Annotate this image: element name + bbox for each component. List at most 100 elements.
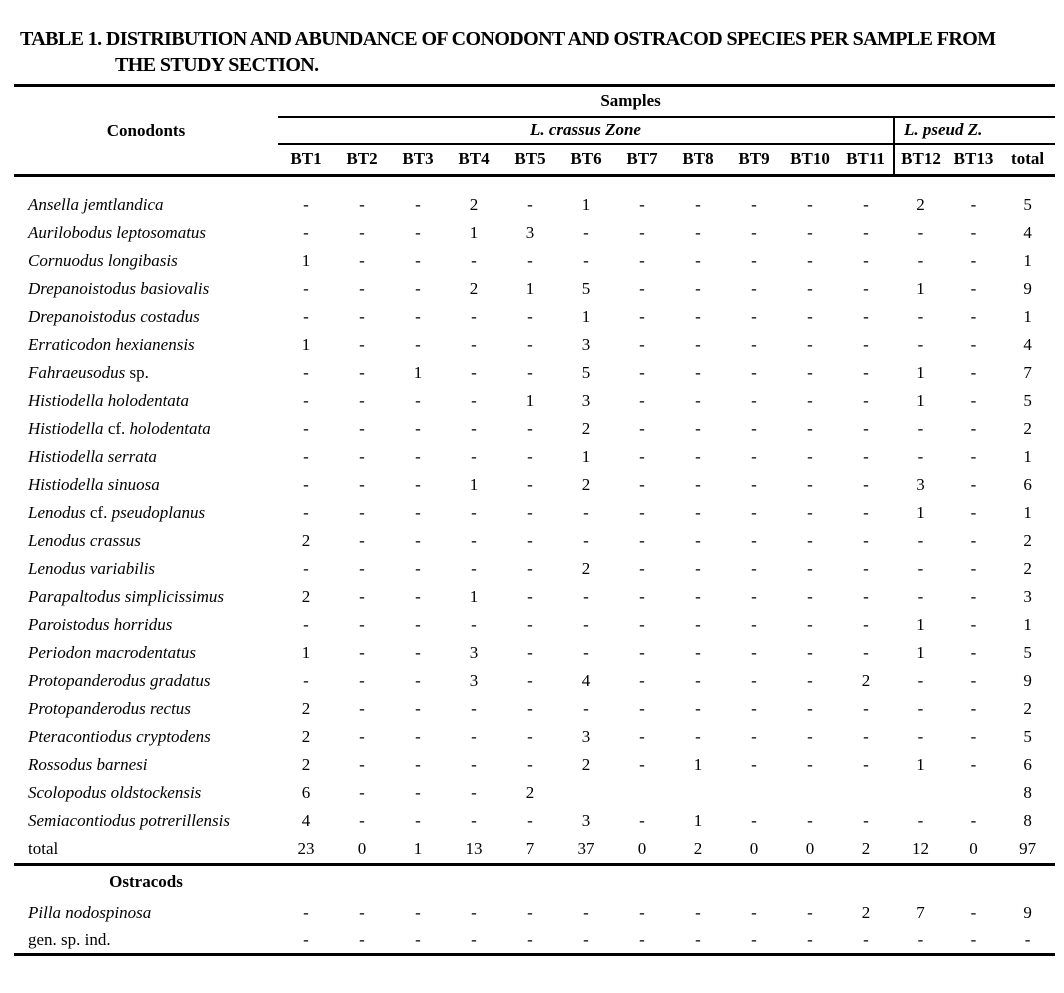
value-cell: - <box>970 726 977 746</box>
value-cell: - <box>359 502 365 522</box>
value-cell: - <box>471 698 477 718</box>
value-cell: 0 <box>782 834 838 866</box>
value-cell: - <box>970 278 977 298</box>
species-name: Erraticodon hexianensis <box>14 331 278 359</box>
species-name-roman-part: sp. <box>125 362 149 382</box>
value-cell: - <box>359 334 365 354</box>
value-cell: - <box>807 670 813 690</box>
value-cell: - <box>303 446 309 466</box>
value-cell: 1 <box>916 390 925 410</box>
value-cell: - <box>863 502 869 522</box>
value-cell: 3 <box>469 642 479 662</box>
table-row: Rossodus barnesi 2 - - - - 2 - 1 - - - 1 - 6 <box>14 751 1055 779</box>
value-cell: - <box>970 446 977 466</box>
table-row: gen. sp. ind. - - - - - - - - - - - - - - <box>14 926 1056 956</box>
value-cell: - <box>863 418 869 438</box>
spacer-cell <box>14 176 1055 191</box>
value-cell: - <box>639 334 645 354</box>
value-cell: - <box>359 698 365 718</box>
value-cell: - <box>863 810 869 830</box>
value-cell: 2 <box>525 782 535 802</box>
value-cell: - <box>527 194 533 214</box>
value-cell: - <box>863 278 869 298</box>
value-cell: 9 <box>1023 278 1032 298</box>
species-name: Histiodella cf. holodentata <box>14 415 278 443</box>
table-row: Protopanderodus gradatus - - - 3 - 4 - - - - 2 - - 9 <box>14 667 1055 695</box>
value-cell: - <box>751 614 757 634</box>
value-cell: 23 <box>278 834 334 866</box>
value-cell: - <box>970 530 977 550</box>
species-name-italic-part: Scolopodus oldstockensis <box>28 782 202 802</box>
value-cell: 0 <box>726 834 782 866</box>
value-cell: - <box>970 502 977 522</box>
table-title-line2: THE STUDY SECTION. <box>115 54 319 76</box>
value-cell: - <box>415 558 421 578</box>
value-cell: - <box>471 250 477 270</box>
value-cell: - <box>359 614 365 634</box>
value-cell: - <box>970 698 977 718</box>
value-cell: 6 <box>1023 474 1032 494</box>
value-cell: - <box>390 926 446 956</box>
value-cell: - <box>807 390 813 410</box>
value-cell: 3 <box>525 222 535 242</box>
value-cell: - <box>751 530 757 550</box>
species-name: Periodon macrodentatus <box>14 639 278 667</box>
samples-header: Samples <box>278 84 1056 118</box>
value-cell: - <box>359 782 365 802</box>
value-cell: - <box>863 586 869 606</box>
value-cell: - <box>807 642 813 662</box>
table-row: Histiodella serrata - - - - - 1 - - - - - - - 1 <box>14 443 1055 471</box>
value-cell: - <box>863 390 869 410</box>
value-cell: - <box>807 558 813 578</box>
zone-pseud-label: L. pseud Z. <box>892 116 1056 145</box>
column-header-bt5: BT5 <box>502 143 558 177</box>
value-cell: - <box>471 418 477 438</box>
value-cell: - <box>807 530 813 550</box>
value-cell: - <box>751 558 757 578</box>
table-row: Cornuodus longibasis 1 - - - - - - - - - - - - 1 <box>14 247 1055 275</box>
value-cell: - <box>639 698 645 718</box>
value-cell: - <box>502 926 558 956</box>
value-cell: 1 <box>1023 446 1032 466</box>
species-name: gen. sp. ind. <box>14 926 278 956</box>
column-header-total: total <box>1000 143 1056 177</box>
species-name-italic-part: Parapaltodus simplicissimus <box>28 586 224 606</box>
value-cell: - <box>970 362 977 382</box>
value-cell <box>614 779 670 807</box>
value-cell: - <box>639 670 645 690</box>
value-cell: 1 <box>916 642 925 662</box>
ostracods-section: Ostracods Pilla nodospinosa - - - - - - - - - -2 7-… <box>14 865 1056 956</box>
value-cell: - <box>917 334 924 354</box>
value-cell: 1 <box>390 834 446 866</box>
table-row: Histiodella cf. holodentata - - - - - 2 - - - - - - -… <box>14 415 1055 443</box>
value-cell: 0 <box>614 834 670 866</box>
value-cell <box>894 779 947 807</box>
value-cell: - <box>639 586 645 606</box>
value-cell: - <box>639 362 645 382</box>
value-cell: - <box>527 586 533 606</box>
value-cell: - <box>471 530 477 550</box>
value-cell: - <box>970 250 977 270</box>
value-cell: - <box>359 474 365 494</box>
value-cell: - <box>303 558 309 578</box>
value-cell: - <box>415 194 421 214</box>
table-row: Pilla nodospinosa - - - - - - - - - - 2 7 - 9 <box>14 899 1055 927</box>
value-cell: - <box>751 810 757 830</box>
value-cell: - <box>471 754 477 774</box>
value-cell: - <box>359 530 365 550</box>
value-cell: - <box>639 278 645 298</box>
value-cell: - <box>917 418 924 438</box>
value-cell: 97 <box>1000 834 1056 866</box>
value-cell: 9 <box>1023 902 1032 922</box>
column-header-bt10: BT10 <box>782 143 838 177</box>
value-cell: - <box>471 502 477 522</box>
value-cell: - <box>751 390 757 410</box>
value-cell: - <box>614 926 670 956</box>
value-cell: - <box>863 530 869 550</box>
value-cell: - <box>695 306 701 326</box>
value-cell: - <box>527 754 533 774</box>
value-cell: - <box>751 586 757 606</box>
species-name-roman-part: cf. <box>103 418 130 438</box>
zones-header-row: L. crassus Zone L. pseud Z. <box>14 116 1056 145</box>
value-cell: - <box>303 194 309 214</box>
